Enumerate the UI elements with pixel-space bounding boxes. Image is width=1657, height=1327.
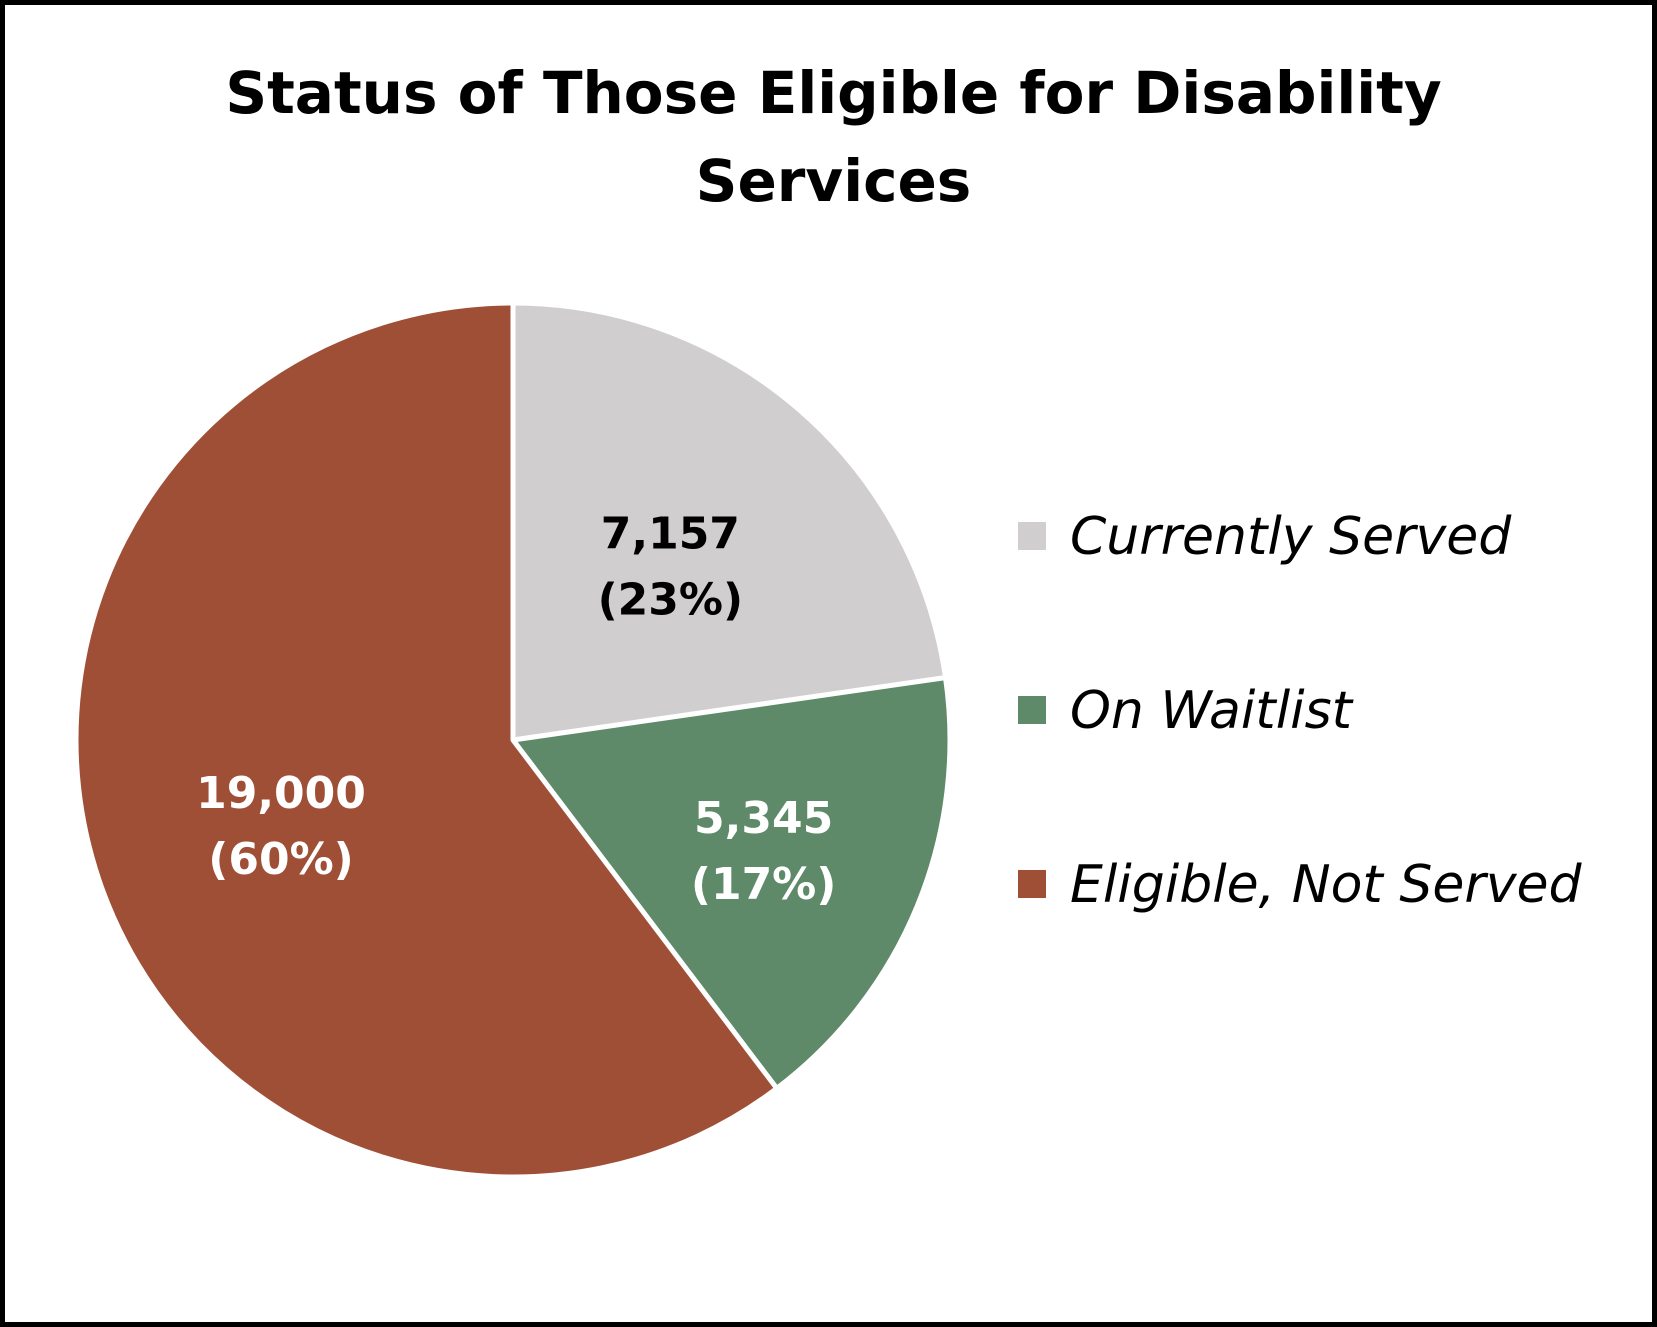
data-label-percent-eligible-not-served: (60%) bbox=[208, 834, 354, 885]
data-label-value-currently-served: 7,157 bbox=[601, 508, 740, 559]
chart-title-line-1: Status of Those Eligible for Disability bbox=[225, 59, 1442, 127]
data-label-value-on-waitlist: 5,345 bbox=[694, 793, 833, 844]
pie-slice-on-waitlist bbox=[510, 675, 953, 1091]
data-label-percent-on-waitlist: (17%) bbox=[691, 859, 837, 910]
chart-legend: Currently Served On Waitlist Eligible, Not… bbox=[1018, 507, 1582, 915]
legend-label-on-waitlist: On Waitlist bbox=[1070, 681, 1354, 741]
pie-slices bbox=[73, 300, 953, 1180]
legend-label-currently-served: Currently Served bbox=[1070, 507, 1512, 567]
chart-title-line-2: Services bbox=[695, 147, 972, 215]
data-label-value-eligible-not-served: 19,000 bbox=[196, 768, 366, 819]
data-label-percent-currently-served: (23%) bbox=[598, 574, 744, 625]
legend-swatch-currently-served bbox=[1018, 522, 1046, 550]
pie-data-labels: 7,157 (23%) 5,345 (17%) 19,000 (60%) bbox=[196, 508, 836, 910]
legend-swatch-on-waitlist bbox=[1018, 696, 1046, 724]
pie-slice-currently-served bbox=[510, 300, 949, 743]
legend-label-eligible-not-served: Eligible, Not Served bbox=[1070, 855, 1582, 915]
chart-title: Status of Those Eligible for Disability … bbox=[5, 49, 1657, 225]
pie-slice-eligible-not-served bbox=[73, 300, 780, 1180]
legend-swatch-eligible-not-served bbox=[1018, 870, 1046, 898]
